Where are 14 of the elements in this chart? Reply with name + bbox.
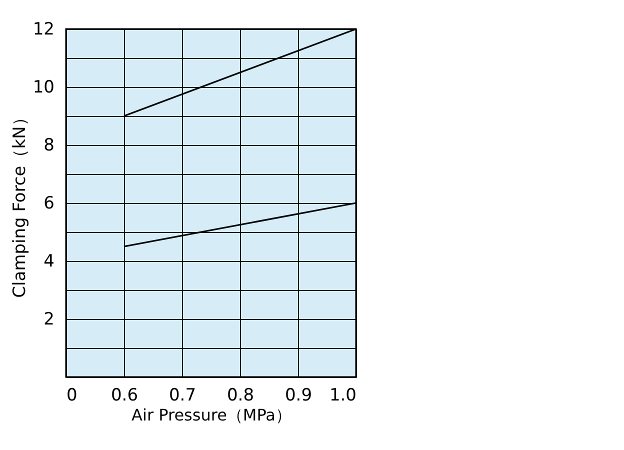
y-tick-label: 10 <box>32 78 54 98</box>
x-tick-label: 0.8 <box>226 386 254 406</box>
y-tick-label: 8 <box>44 136 54 156</box>
y-axis-title: Clamping Force（kN） <box>10 109 30 298</box>
y-tick-label: 2 <box>44 310 54 330</box>
x-tick-label: 0 <box>66 386 78 406</box>
x-tick-label: 0.7 <box>168 386 196 406</box>
x-tick-label: 1.0 <box>329 386 356 406</box>
y-tick-label: 4 <box>44 252 54 272</box>
y-tick-label: 6 <box>44 194 54 214</box>
x-tick-label: 0.9 <box>284 386 312 406</box>
x-axis-title: Air Pressure（MPa） <box>132 406 292 424</box>
x-tick-label: 0.6 <box>110 386 138 406</box>
y-tick-label: 12 <box>32 20 54 40</box>
